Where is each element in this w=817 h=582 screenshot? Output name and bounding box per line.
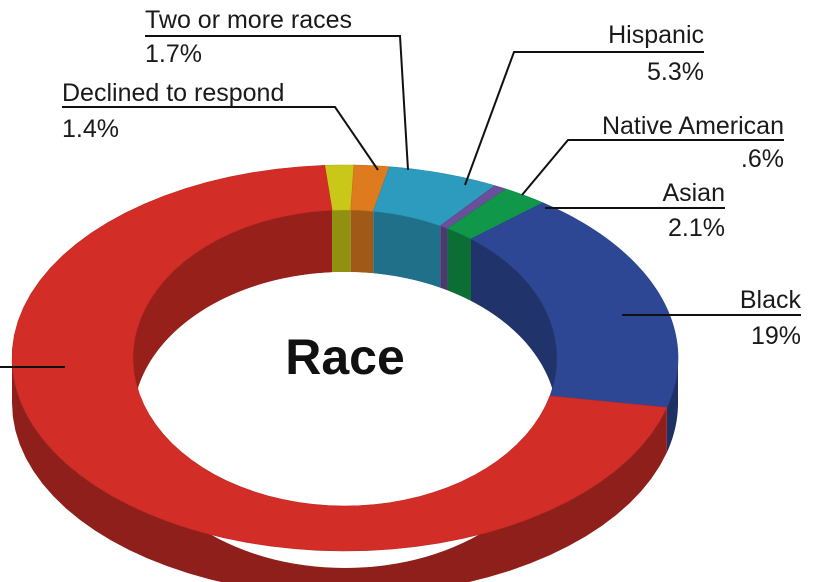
slice-name-hispanic: Hispanic <box>608 21 704 49</box>
inner-wall-remaining <box>133 210 333 420</box>
slice-name-native-american: Native American <box>602 112 784 140</box>
inner-wall-two_or_more <box>350 210 374 274</box>
slice-label-declined: Declined to respond 1.4% <box>62 79 284 143</box>
leader-line-hispanic <box>464 51 704 186</box>
slice-label-hispanic: Hispanic 5.3% <box>608 21 704 86</box>
slice-value-black: 19% <box>751 322 801 350</box>
leader-line-declined <box>62 106 379 171</box>
side-wall-black <box>666 358 678 453</box>
slice-label-asian: Asian 2.1% <box>662 179 725 242</box>
slice-remaining <box>11 165 668 552</box>
inner-wall-black <box>470 238 557 420</box>
slice-name-black: Black <box>740 286 802 314</box>
slice-label-two-or-more: Two or more races 1.7% <box>145 6 352 68</box>
slice-value-asian: 2.1% <box>668 214 725 242</box>
leader-line-two-or-more <box>145 35 409 171</box>
slice-name-two-or-more: Two or more races <box>145 6 352 34</box>
chart-center-title: Race <box>285 329 405 385</box>
inner-wall-hispanic <box>373 211 441 288</box>
slice-value-declined: 1.4% <box>62 115 119 143</box>
label-leader-lines <box>0 35 801 368</box>
slice-value-hispanic: 5.3% <box>647 58 704 86</box>
slice-label-black: Black 19% <box>740 286 802 350</box>
donut-top-face <box>11 164 679 552</box>
inner-wall-asian <box>447 228 471 301</box>
side-wall-remaining <box>12 358 667 582</box>
slice-value-two-or-more: 1.7% <box>145 40 202 68</box>
inner-wall-native_american <box>440 225 448 291</box>
leader-line-native-american <box>521 139 784 196</box>
slice-name-declined: Declined to respond <box>62 79 284 107</box>
slice-label-native-american: Native American .6% <box>602 112 784 173</box>
inner-wall-declined <box>332 210 351 273</box>
donut-outer-side <box>12 358 678 582</box>
slice-name-asian: Asian <box>662 179 725 207</box>
slice-value-native-american: .6% <box>741 145 784 173</box>
